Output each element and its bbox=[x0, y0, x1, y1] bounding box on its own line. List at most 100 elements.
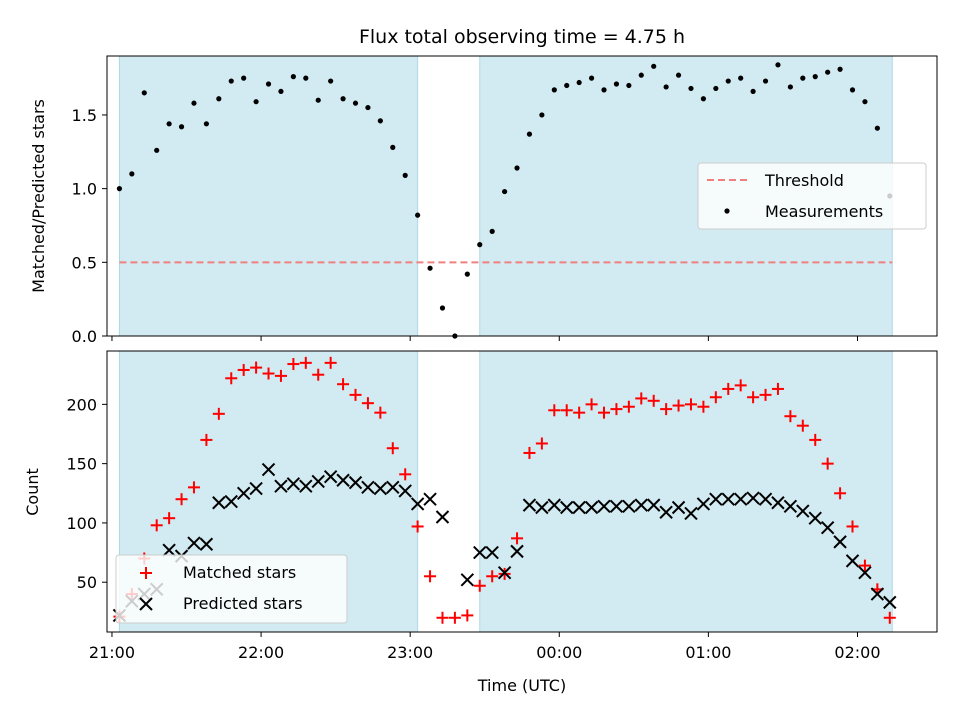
measurement-point bbox=[812, 74, 818, 80]
predicted-stars-point bbox=[236, 486, 251, 500]
matched-stars-point bbox=[424, 570, 437, 583]
measurement-point bbox=[340, 96, 346, 102]
x-axis-label: Time (UTC) bbox=[477, 676, 566, 695]
count-y-axis: 50 100 150 200 bbox=[66, 395, 107, 592]
measurement-point bbox=[415, 212, 421, 218]
matched-stars-point bbox=[610, 403, 623, 416]
predicted-stars-point bbox=[224, 494, 238, 509]
predicted-stars-point bbox=[560, 500, 574, 515]
measurement-point bbox=[402, 172, 408, 178]
matched-stars-point bbox=[175, 493, 188, 506]
matched-stars-point bbox=[796, 419, 809, 432]
matched-legend-swatch bbox=[140, 567, 152, 579]
matched-stars-point bbox=[399, 468, 412, 481]
measurement-point bbox=[762, 78, 769, 84]
predicted-stars-point bbox=[249, 481, 263, 496]
ratio-panel-frame bbox=[106, 55, 938, 337]
matched-stars-point bbox=[386, 442, 399, 455]
x-tick-label: 02:00 bbox=[834, 643, 880, 662]
predicted-legend-label: Predicted stars bbox=[183, 594, 303, 613]
matched-stars-point bbox=[535, 437, 548, 450]
predicted-stars-point bbox=[758, 492, 773, 506]
matched-stars-point bbox=[747, 391, 760, 404]
ratio-x-ticks bbox=[111, 336, 858, 341]
predicted-stars-point bbox=[646, 498, 661, 512]
predicted-stars-point bbox=[808, 511, 822, 525]
matched-stars-point bbox=[163, 512, 176, 525]
measurement-point bbox=[663, 84, 669, 90]
measurement-point bbox=[800, 75, 806, 81]
measurements-legend-swatch bbox=[724, 208, 730, 214]
predicted-stars-point bbox=[622, 499, 636, 514]
measurement-point bbox=[675, 72, 682, 78]
predicted-stars-point bbox=[323, 469, 338, 484]
measurement-point bbox=[315, 97, 321, 103]
measurement-point bbox=[713, 85, 719, 92]
measurement-point bbox=[439, 305, 446, 311]
measurement-point bbox=[526, 131, 533, 137]
predicted-stars-point bbox=[572, 500, 586, 515]
matched-stars-point bbox=[250, 361, 263, 374]
count-y-label: Count bbox=[23, 468, 42, 516]
matched-stars-point bbox=[312, 368, 325, 381]
measurement-point bbox=[700, 96, 707, 102]
predicted-stars-point bbox=[721, 492, 735, 506]
y-tick-label: 0.5 bbox=[72, 253, 97, 272]
measurement-point bbox=[203, 121, 210, 127]
matched-stars-point bbox=[225, 372, 238, 385]
measurement-point bbox=[738, 75, 744, 81]
matched-stars-point bbox=[200, 433, 213, 446]
predicted-stars-point bbox=[584, 500, 599, 515]
measurement-point bbox=[241, 75, 247, 81]
y-tick-label: 150 bbox=[66, 455, 97, 474]
measurement-point bbox=[178, 124, 185, 130]
matched-stars-point bbox=[237, 363, 250, 376]
predicted-stars-point bbox=[547, 498, 562, 512]
matched-stars-point bbox=[709, 391, 722, 404]
predicted-stars-point bbox=[820, 520, 835, 535]
predicted-stars-point bbox=[373, 481, 388, 496]
matched-stars-point bbox=[697, 400, 710, 413]
measurement-point bbox=[352, 100, 359, 106]
matched-stars-point bbox=[324, 356, 337, 369]
matched-stars-point bbox=[846, 520, 859, 533]
y-tick-label: 100 bbox=[66, 514, 97, 533]
y-tick-label: 50 bbox=[77, 573, 97, 592]
measurement-point bbox=[390, 144, 396, 150]
observing-windows bbox=[118, 55, 893, 337]
measurement-point bbox=[116, 186, 123, 192]
observing-window-band bbox=[118, 55, 419, 337]
predicted-stars-point bbox=[212, 496, 226, 510]
measurement-point bbox=[539, 112, 545, 118]
predicted-stars-point bbox=[771, 496, 785, 510]
predicted-stars-point bbox=[311, 474, 325, 489]
measurement-point bbox=[427, 265, 433, 271]
predicted-stars-point bbox=[361, 480, 375, 495]
predicted-stars-point bbox=[783, 499, 798, 514]
measurement-point bbox=[787, 84, 793, 90]
matched-stars-point bbox=[349, 388, 362, 401]
measurement-point bbox=[551, 87, 557, 93]
matched-stars-point bbox=[622, 400, 635, 413]
measurement-point bbox=[601, 87, 607, 93]
predicted-stars-point bbox=[883, 595, 897, 610]
predicted-stars-point bbox=[609, 499, 624, 514]
predicted-stars-point bbox=[435, 510, 450, 524]
measurement-point bbox=[141, 90, 147, 96]
predicted-stars-point bbox=[510, 544, 524, 559]
matched-stars-point bbox=[299, 356, 312, 369]
matched-stars-point bbox=[635, 392, 648, 405]
measurement-point bbox=[377, 118, 383, 124]
matched-stars-point bbox=[598, 406, 611, 419]
predicted-stars-point bbox=[796, 504, 810, 518]
measurement-point bbox=[365, 104, 371, 111]
matched-stars-point bbox=[473, 579, 486, 592]
time-x-axis: 21:00 22:00 23:00 00:00 01:00 02:00 bbox=[89, 632, 881, 662]
measurement-point bbox=[166, 121, 172, 127]
count-legend-box bbox=[115, 554, 348, 624]
count-panel-frame bbox=[106, 350, 938, 633]
x-tick-label: 21:00 bbox=[89, 643, 135, 662]
predicted-stars-point bbox=[535, 500, 549, 515]
matched-stars-point bbox=[784, 410, 797, 423]
matched-stars-point bbox=[436, 611, 449, 624]
